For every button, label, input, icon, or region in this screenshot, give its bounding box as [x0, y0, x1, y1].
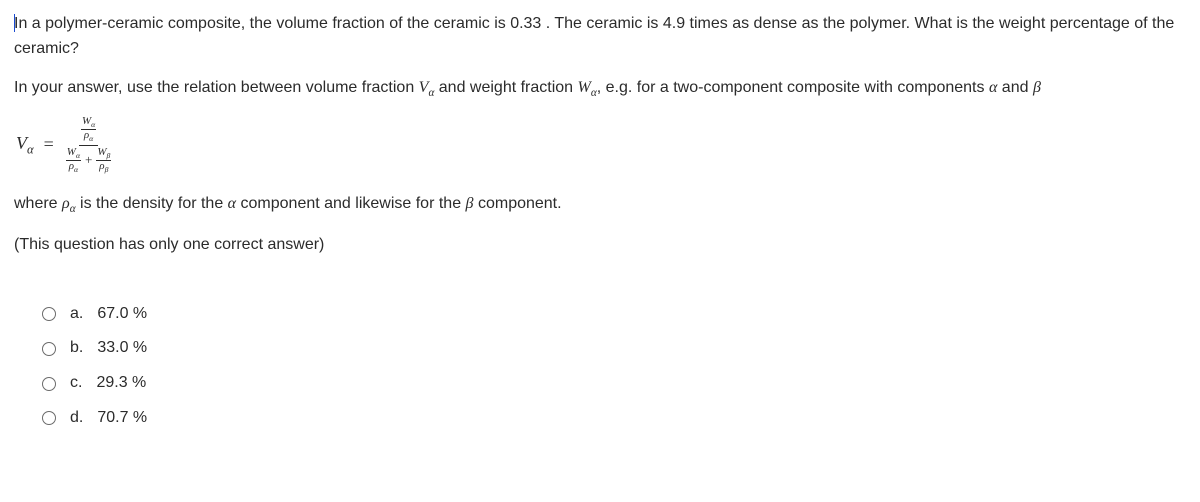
single-answer-note: (This question has only one correct answ… — [14, 233, 1186, 258]
symbol-alpha-sub: α — [74, 165, 78, 174]
text: component. — [474, 195, 562, 212]
eq-big-fraction: Wα ρα Wα ρα + Wβ ρβ — [64, 116, 114, 174]
text: . The ceramic is — [541, 15, 663, 32]
text: where — [14, 195, 62, 212]
symbol-W: W — [578, 79, 591, 96]
frac-Wb-over-rhob: Wβ ρβ — [96, 147, 111, 175]
answer-letter: c. — [70, 371, 82, 396]
density-ratio-value: 4.9 — [663, 15, 685, 32]
symbol-V-alpha: Vα — [419, 79, 435, 96]
answer-text: 70.7 % — [97, 406, 147, 431]
radio-icon[interactable] — [42, 377, 56, 391]
symbol-W: W — [82, 115, 91, 127]
answer-letter: d. — [70, 406, 83, 431]
text: , e.g. for a two-component composite wit… — [597, 79, 989, 96]
answer-option-a[interactable]: a. 67.0 % — [42, 302, 1186, 327]
symbol-W: W — [67, 146, 76, 158]
answer-option-b[interactable]: b. 33.0 % — [42, 336, 1186, 361]
answer-text: 29.3 % — [96, 371, 146, 396]
symbol-alpha-sub: α — [89, 135, 93, 144]
symbol-V: V — [419, 79, 429, 96]
radio-icon[interactable] — [42, 342, 56, 356]
symbol-alpha-sub: α — [76, 151, 80, 160]
eq-equals: = — [44, 131, 54, 159]
frac-Wa-over-rhoa-2: Wα ρα — [66, 147, 81, 175]
symbol-alpha-sub: α — [27, 143, 34, 157]
symbol-rho: ρ — [62, 195, 70, 212]
where-line: where ρα is the density for the α compon… — [14, 192, 1186, 219]
symbol-W: W — [97, 146, 106, 158]
symbol-rho-alpha: ρα — [62, 195, 76, 212]
answer-text: 33.0 % — [97, 336, 147, 361]
text: In your answer, use the relation between… — [14, 79, 419, 96]
text: component and likewise for the — [236, 195, 465, 212]
eq-denominator: Wα ρα + Wβ ρβ — [64, 146, 114, 175]
text: and weight fraction — [434, 79, 577, 96]
question-paragraph-2: In your answer, use the relation between… — [14, 76, 1186, 103]
equation: Vα = Wα ρα Wα ρα + Wβ ρβ — [14, 116, 1186, 174]
symbol-alpha: α — [228, 195, 236, 212]
answer-option-c[interactable]: c. 29.3 % — [42, 371, 1186, 396]
eq-plus: + — [85, 153, 92, 168]
text: is the density for the — [76, 195, 228, 212]
eq-numerator: Wα ρα — [79, 116, 98, 146]
text: In a polymer-ceramic composite, the volu… — [14, 15, 510, 32]
answer-option-d[interactable]: d. 70.7 % — [42, 406, 1186, 431]
eq-lhs: Vα — [16, 130, 34, 160]
question-paragraph-1: In a polymer-ceramic composite, the volu… — [14, 12, 1186, 62]
answer-letter: b. — [70, 336, 83, 361]
symbol-V: V — [16, 133, 27, 153]
volume-fraction-value: 0.33 — [510, 15, 541, 32]
radio-icon[interactable] — [42, 411, 56, 425]
answer-letter: a. — [70, 302, 83, 327]
frac-Wa-over-rhoa: Wα ρα — [81, 116, 96, 144]
answer-text: 67.0 % — [97, 302, 147, 327]
symbol-beta: β — [1033, 79, 1041, 96]
symbol-beta-sub: β — [107, 151, 111, 160]
text: and — [997, 79, 1033, 96]
answer-list: a. 67.0 % b. 33.0 % c. 29.3 % d. 70.7 % — [14, 302, 1186, 431]
radio-icon[interactable] — [42, 307, 56, 321]
symbol-alpha-sub: α — [91, 120, 95, 129]
symbol-beta-sub: β — [105, 165, 109, 174]
symbol-beta: β — [466, 195, 474, 212]
symbol-W-alpha: Wα — [578, 79, 597, 96]
